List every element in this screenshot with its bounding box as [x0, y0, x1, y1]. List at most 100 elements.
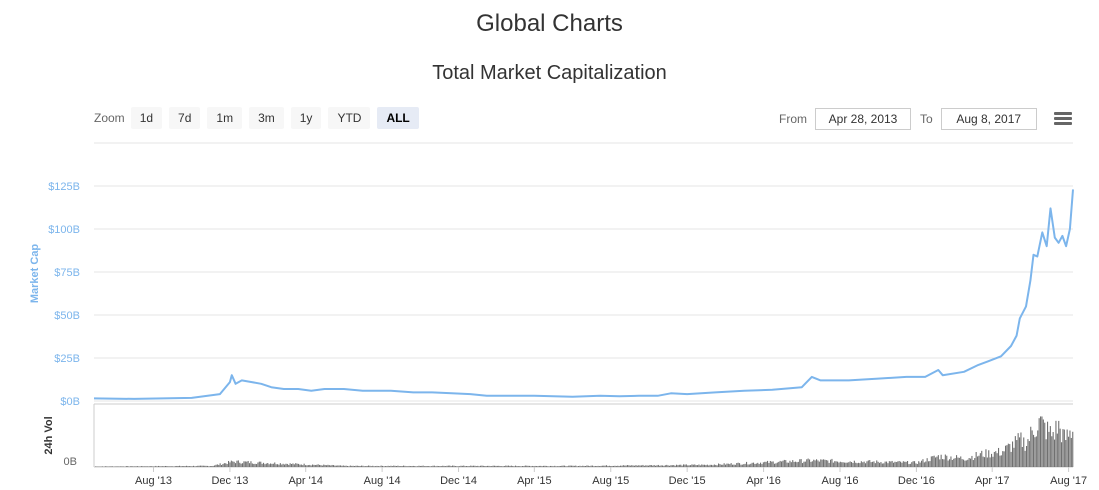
volume-bar — [460, 465, 462, 467]
volume-bar — [456, 466, 458, 467]
volume-bar — [412, 465, 414, 467]
volume-bar — [239, 462, 241, 467]
volume-bar — [851, 462, 853, 467]
volume-bar — [907, 461, 909, 467]
volume-bar — [496, 465, 498, 467]
volume-bar — [740, 464, 742, 467]
volume-bar — [1026, 445, 1028, 467]
volume-bar — [1031, 430, 1033, 467]
volume-bar — [820, 459, 822, 467]
volume-bar — [949, 459, 951, 467]
volume-bar — [167, 466, 169, 467]
volume-bar — [278, 464, 280, 467]
volume-bar — [856, 463, 858, 467]
volume-bar — [1070, 437, 1072, 467]
volume-bar — [645, 465, 647, 467]
volume-bar — [447, 465, 449, 467]
volume-bar — [660, 465, 662, 467]
zoom-1d-button[interactable]: 1d — [130, 107, 163, 129]
volume-bar — [786, 462, 788, 467]
volume-bar — [741, 464, 743, 467]
volume-bar — [250, 461, 252, 467]
hamburger-menu-icon[interactable] — [1054, 112, 1072, 126]
zoom-ytd-button[interactable]: YTD — [328, 107, 371, 129]
volume-bar — [1016, 440, 1018, 467]
volume-bar — [922, 459, 924, 467]
volume-bar — [547, 466, 549, 467]
volume-bar — [295, 463, 297, 467]
volume-bar — [408, 465, 410, 467]
zoom-3m-button[interactable]: 3m — [249, 107, 284, 129]
volume-bar — [471, 465, 473, 467]
volume-bar — [397, 465, 399, 467]
y-tick-label: $0B — [60, 396, 80, 408]
volume-bar — [694, 464, 696, 467]
volume-bar — [293, 464, 295, 467]
volume-bar — [751, 462, 753, 467]
volume-bar — [1003, 451, 1005, 467]
volume-bar — [485, 466, 487, 467]
volume-bar — [341, 465, 343, 467]
volume-bar — [473, 465, 475, 467]
volume-bar — [435, 466, 437, 467]
volume-bar — [358, 465, 360, 467]
volume-bar — [977, 456, 979, 467]
volume-bar — [424, 466, 426, 467]
volume-bar — [242, 463, 244, 467]
volume-bar — [783, 459, 785, 467]
volume-bar — [330, 465, 332, 467]
volume-bar — [621, 465, 623, 467]
volume-bar — [386, 466, 388, 467]
volume-bar — [841, 462, 843, 467]
volume-bar — [158, 465, 160, 467]
volume-bar — [104, 466, 106, 467]
volume-bar — [492, 465, 494, 467]
volume-bar — [718, 463, 720, 467]
volume-bar — [726, 463, 728, 467]
volume-bar — [967, 459, 969, 467]
volume-bar — [375, 466, 377, 467]
volume-bar — [876, 460, 878, 467]
volume-bar — [1066, 429, 1068, 467]
volume-bar — [151, 466, 153, 467]
volume-bar — [908, 464, 910, 467]
volume-bar — [930, 456, 932, 467]
volume-bar — [737, 462, 739, 467]
volume-bar — [954, 458, 956, 467]
volume-bar — [701, 464, 703, 467]
volume-bar — [128, 466, 130, 467]
from-date-input[interactable]: Apr 28, 2013 — [815, 108, 911, 130]
volume-bar — [326, 465, 328, 467]
volume-bar — [414, 466, 416, 467]
volume-bar — [887, 463, 889, 467]
zoom-all-button[interactable]: ALL — [377, 107, 419, 129]
zoom-7d-button[interactable]: 7d — [169, 107, 201, 129]
volume-bar — [940, 454, 942, 467]
volume-bar — [984, 457, 986, 467]
zoom-1y-button[interactable]: 1y — [290, 107, 322, 129]
volume-bar — [594, 465, 596, 467]
volume-bar — [345, 465, 347, 467]
volume-bar — [429, 466, 431, 467]
volume-bar — [632, 465, 634, 467]
volume-bar — [622, 465, 624, 467]
volume-bar — [809, 459, 811, 467]
volume-bar — [284, 464, 286, 467]
volume-bar — [138, 466, 140, 467]
volume-bar — [998, 447, 1000, 467]
volume-bar — [373, 466, 375, 467]
volume-bar — [858, 462, 860, 467]
market-cap-line — [93, 189, 1074, 400]
y-tick-label: $25B — [54, 353, 80, 365]
to-date-input[interactable]: Aug 8, 2017 — [940, 108, 1037, 130]
volume-bar — [818, 461, 820, 467]
volume-bar — [183, 466, 185, 467]
volume-bar — [935, 457, 937, 467]
volume-bar — [879, 462, 881, 467]
volume-bar — [775, 463, 777, 467]
volume-bar — [753, 462, 755, 467]
volume-bar — [207, 465, 209, 467]
x-tick-label: Dec '14 — [440, 475, 477, 487]
volume-bar — [846, 462, 848, 467]
zoom-1m-button[interactable]: 1m — [207, 107, 243, 129]
